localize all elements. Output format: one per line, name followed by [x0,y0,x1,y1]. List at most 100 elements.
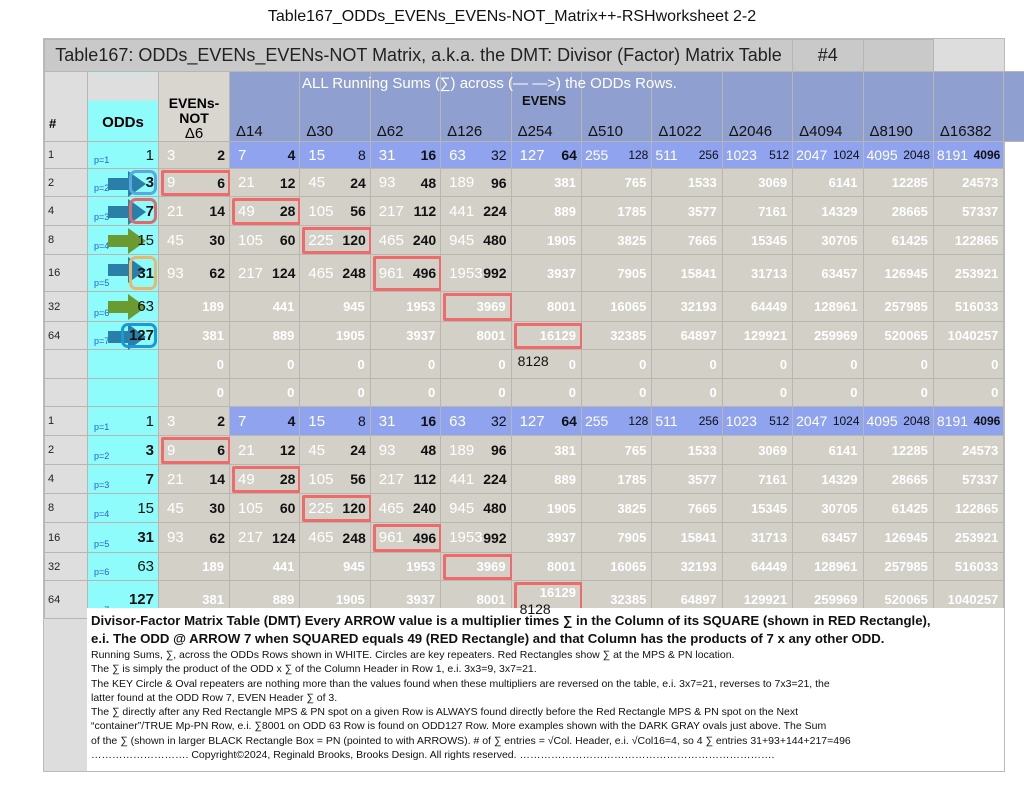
matrix-cell: 3937 [510,254,582,292]
odd-cell [87,378,159,407]
matrix-cell: 1533 [651,435,723,465]
even-value: 8 [357,413,366,429]
even-value: 56 [350,203,366,219]
row-number: 16 [44,254,88,292]
row-number: 64 [44,580,88,619]
even-value: 60 [279,232,296,248]
even-value: 240 [412,232,437,248]
table-row: 1 1 p=1 3 2 7 4 15 8 31 16 63 32 127 64 255 128 511 256 102… [44,141,1024,169]
running-sum: 105 [308,202,334,220]
even-value: 512 [769,414,790,428]
matrix-cell: 3937 [510,522,582,553]
matrix-cell: 2047 1024 [792,406,864,436]
row-number [44,378,88,407]
matrix-cell: 1905 [510,225,582,255]
odd-value: 63 [137,298,154,315]
even-value: 2 [217,413,225,429]
matrix-cell: 7665 [651,225,723,255]
evens-not-label: EVENs- NOT [168,95,220,126]
matrix-cell: 0 [792,378,864,407]
matrix-cell: 57337 [932,464,1005,494]
running-sum: 189 [449,174,475,191]
matrix-cell: 217 112 [369,464,442,494]
matrix-cell: 1533 [651,168,723,197]
mps-pn-red-rectangle [443,554,513,580]
running-sum: 21 [167,470,184,488]
running-sum: 441 [449,470,475,488]
note-line: Divisor-Factor Matrix Table (DMT) Every … [91,613,931,628]
mps-pn-red-rectangle [443,293,513,321]
matrix-cell: 1953 [369,552,442,581]
matrix-cell: 61425 [862,493,934,523]
matrix-cell: 217 112 [369,196,442,226]
matrix-cell: 7905 [580,522,653,553]
running-sum: 217 [378,202,404,220]
header-delta: Δ16382 [932,71,1005,142]
even-value: 128 [628,414,649,428]
blue-arrow-icon [108,171,146,197]
evens-not-delta: Δ6 [184,125,204,142]
running-sum: 8191 [936,147,969,163]
even-value: 6 [217,442,225,458]
matrix-cell: 93 62 [158,522,230,553]
odd-cell: 3 p=2 [87,435,159,465]
matrix-cell: 1953 992 [440,254,512,292]
header-evens-not: EVENs- NOT Δ6 [158,71,230,142]
blue-arrow-icon [108,257,146,283]
running-sum: 1953 [449,529,483,546]
repeater-circle [129,256,157,290]
header-delta: Δ4094 [792,71,864,142]
even-value: 6 [217,174,225,191]
matrix-cell: 0 [651,378,723,407]
even-value: 256 [698,414,719,428]
odd-value: 3 [145,174,154,191]
even-value: 96 [490,174,507,191]
row-number: 64 [44,321,88,350]
p-label: p=3 [94,480,110,490]
matrix-cell: 45 30 [158,493,230,523]
matrix-cell: 1905 [510,493,582,523]
even-value: 14 [209,471,225,487]
table-row: 8 15 p=4 45 30 105 60 225 120 465 240 945 480 1905 382… [44,225,1024,255]
even-value: 2 [217,147,225,163]
blue-arrow-icon [108,324,146,350]
matrix-cell: 126945 [862,522,934,553]
even-value: 1024 [832,148,860,162]
matrix-cell: 32385 [580,321,653,350]
running-sum: 7 [238,146,247,164]
even-value: 12 [279,442,296,458]
odd-value: 7 [145,202,154,220]
even-value: 248 [342,529,366,546]
even-value: 14 [209,203,225,219]
matrix-cell: 516033 [932,291,1005,322]
row-number: 32 [44,291,88,322]
running-sum: 63 [449,146,466,164]
matrix-cell: 6141 [792,168,864,197]
even-value: 62 [209,265,225,281]
running-sum: 93 [167,529,184,546]
matrix-cell: 889 [228,321,301,350]
p-label: p=1 [94,155,110,165]
even-value: 496 [412,265,437,281]
row-number: 32 [44,552,88,581]
matrix-cell: 0 [228,378,301,407]
matrix-cell: 0 [721,349,794,379]
odd-value: 7 [145,470,154,488]
matrix-cell: 0 [651,349,723,379]
table-row: 4 7 p=3 21 14 49 28 105 56 217 112 441 224 889 1785 357… [44,464,1024,494]
running-sum: 31 [378,146,396,164]
matrix-cell: 24573 [932,168,1005,197]
header-delta: Δ1022 [651,71,723,142]
even-value: 256 [698,148,719,162]
matrix-cell: 3825 [580,225,653,255]
matrix-cell: 31713 [721,254,794,292]
running-sum: 9 [167,441,176,459]
matrix-cell: 1785 [580,464,653,494]
row-number: 4 [44,196,88,226]
running-sum: 93 [378,441,396,459]
matrix-cell: 21 12 [228,435,301,465]
matrix-cell: 225 120 [299,493,372,523]
matrix-cell: 465 248 [299,522,371,553]
